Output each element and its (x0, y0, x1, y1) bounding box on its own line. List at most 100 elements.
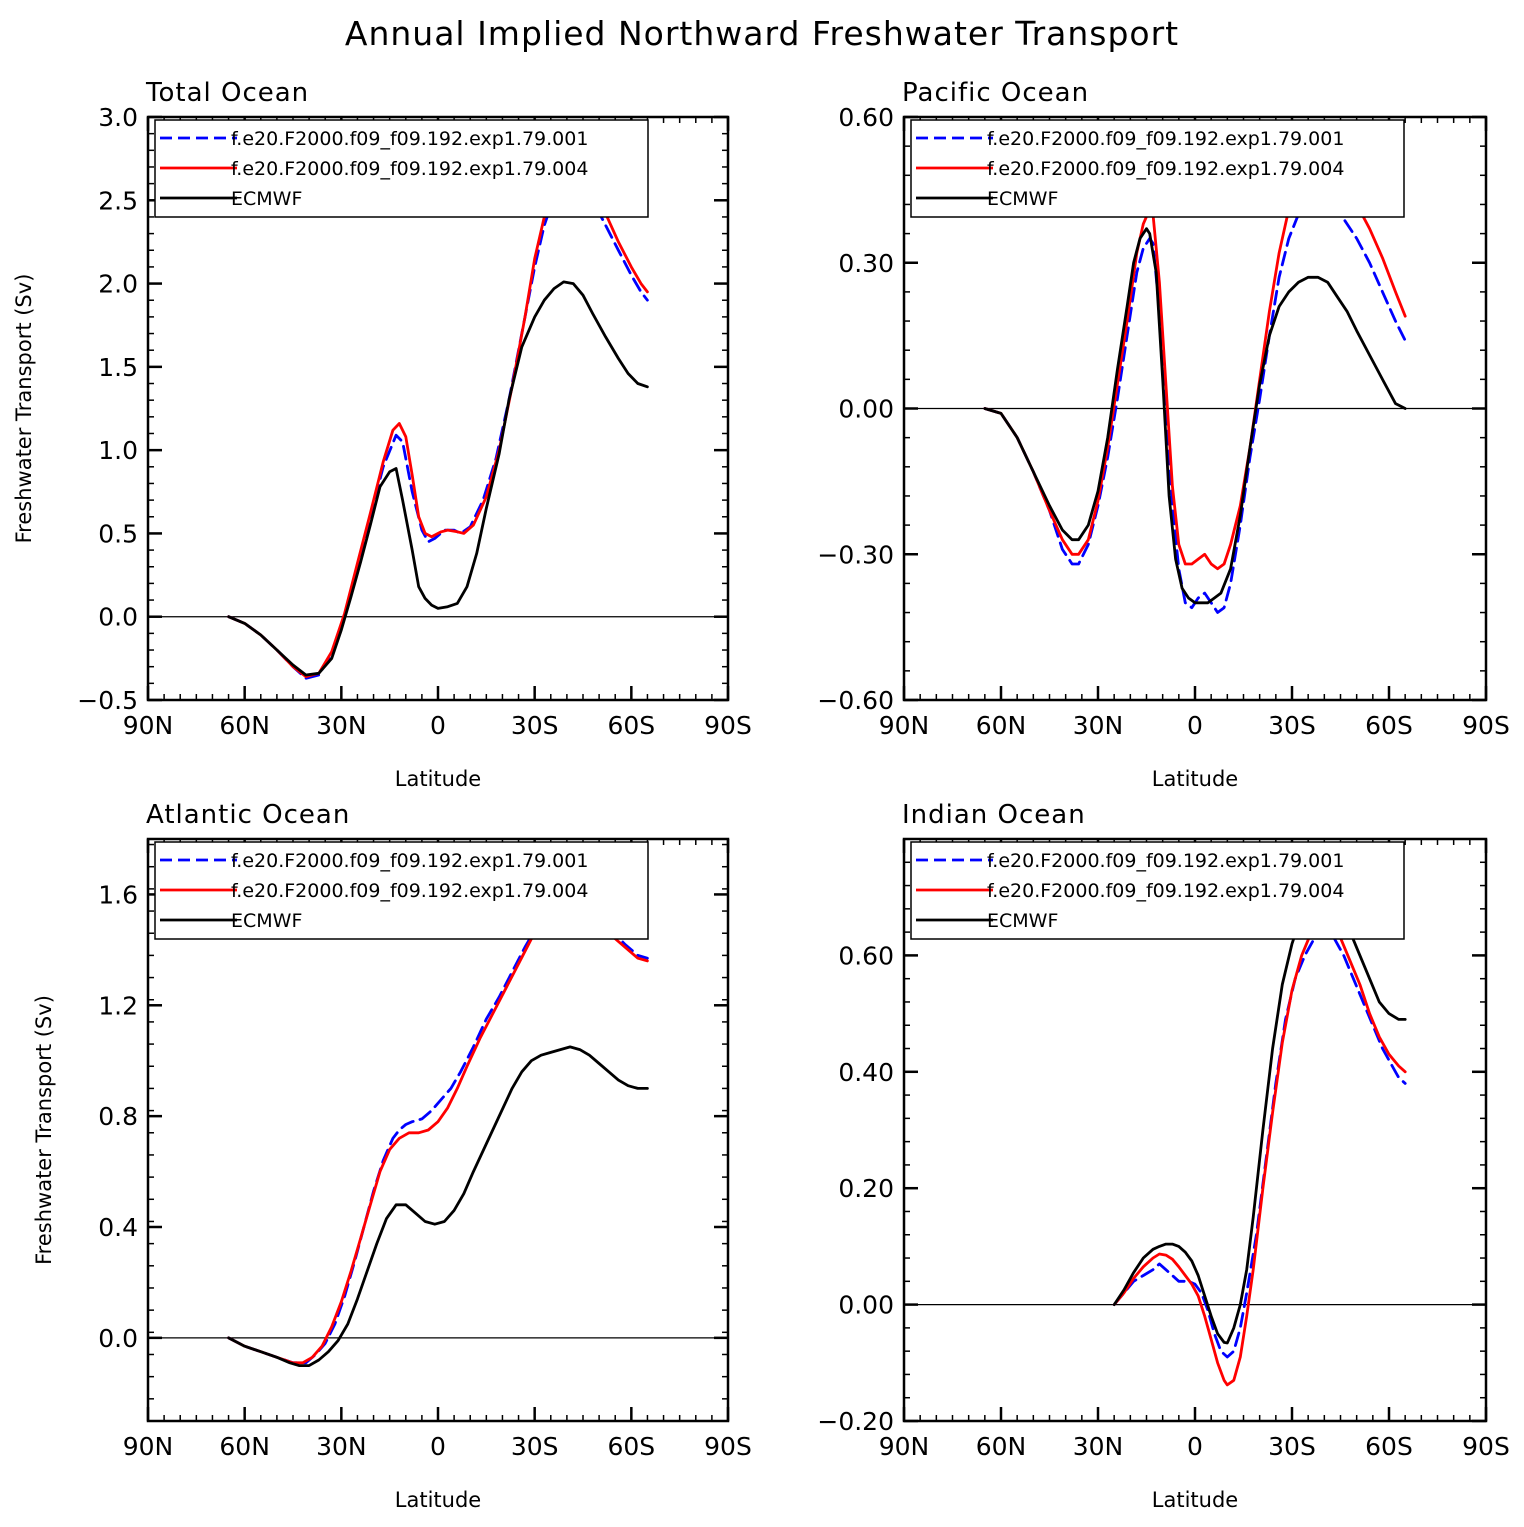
indian-ocean-y-tick-label: 0.20 (838, 1174, 894, 1203)
atlantic-ocean-legend-label: ECMWF (231, 910, 302, 932)
pacific-ocean-x-tick-label: 30S (1268, 711, 1316, 740)
atlantic-ocean-series-ecmwf-line (227, 1045, 649, 1367)
total-ocean-legend-label: ECMWF (231, 188, 302, 210)
indian-ocean-x-tick-label: 60N (976, 1432, 1027, 1461)
pacific-ocean-x-tick-label: 90N (879, 711, 930, 740)
indian-ocean-legend-box (910, 841, 1405, 940)
total-ocean-panel-title: Total Ocean (145, 78, 309, 108)
indian-ocean-x-tick-label: 0 (1187, 1432, 1203, 1461)
total-ocean-series-ecmwf-line (227, 280, 649, 677)
pacific-ocean-x-tick-label: 0 (1187, 711, 1203, 740)
total-ocean-legend-label: f.e20.F2000.f09_f09.192.exp1.79.004 (231, 158, 588, 180)
panel-total-ocean: 90N 60N 30N 0 30S 60S 90S −0.5 0.0 0.5 1.0 1.5 2.0 2.… (12, 78, 752, 791)
indian-ocean-legend: f.e20.F2000.f09_f09.192.exp1.79.001 f.e20… (910, 841, 1405, 940)
pacific-ocean-x-tick-label: 90S (1462, 711, 1510, 740)
pacific-ocean-legend-box (910, 119, 1405, 218)
atlantic-ocean-x-tick-label: 0 (430, 1432, 446, 1461)
indian-ocean-panel-title: Indian Ocean (902, 800, 1086, 830)
pacific-ocean-x-tick-label: 60N (976, 711, 1027, 740)
total-ocean-series-f-e20-f2000-f09-f09-192-exp1-79-004-line (227, 158, 649, 679)
total-ocean-x-tick-label: 30S (511, 711, 559, 740)
indian-ocean-x-tick-label: 60S (1365, 1432, 1413, 1461)
pacific-ocean-legend: f.e20.F2000.f09_f09.192.exp1.79.001 f.e20… (910, 119, 1405, 218)
pacific-ocean-y-tick-label: −0.60 (817, 686, 894, 715)
total-ocean-legend-label: f.e20.F2000.f09_f09.192.exp1.79.001 (231, 128, 588, 150)
total-ocean-y-tick-label: 3.0 (98, 103, 138, 132)
pacific-ocean-legend-label: ECMWF (987, 188, 1058, 210)
indian-ocean-series-f-e20-f2000-f09-f09-192-exp1-79-001-line (1112, 930, 1407, 1359)
total-ocean-x-tick-label: 60S (607, 711, 655, 740)
atlantic-ocean-legend-label: f.e20.F2000.f09_f09.192.exp1.79.004 (231, 880, 588, 902)
atlantic-ocean-x-tick-label: 90S (704, 1432, 752, 1461)
pacific-ocean-y-tick-label: −0.30 (817, 540, 894, 569)
pacific-ocean-panel-title: Pacific Ocean (902, 78, 1089, 108)
total-ocean-y-tick-label: 0.0 (98, 603, 138, 632)
atlantic-ocean-y-tick-label: 0.0 (98, 1324, 138, 1353)
pacific-ocean-legend-label: f.e20.F2000.f09_f09.192.exp1.79.004 (987, 158, 1344, 180)
total-ocean-legend: f.e20.F2000.f09_f09.192.exp1.79.001 f.e20… (154, 119, 649, 218)
total-ocean-y-axis-label: Freshwater Transport (Sv) (12, 274, 36, 544)
atlantic-ocean-y-tick-label: 1.6 (98, 880, 138, 909)
pacific-ocean-series-f-e20-f2000-f09-f09-192-exp1-79-004-line (983, 164, 1407, 571)
atlantic-ocean-y-axis-label: Freshwater Transport (Sv) (32, 995, 56, 1265)
pacific-ocean-y-tick-label: 0.30 (838, 249, 894, 278)
atlantic-ocean-y-tick-label: 0.8 (98, 1102, 138, 1131)
total-ocean-y-tick-label: 1.0 (98, 436, 138, 465)
indian-ocean-x-tick-label: 90N (879, 1432, 930, 1461)
indian-ocean-x-tick-label: 90S (1462, 1432, 1510, 1461)
panel-pacific-ocean: 90N 60N 30N 0 30S 60S 90S −0.60 −0.30 0.00 0.30 0.6… (817, 78, 1509, 791)
total-ocean-y-tick-label: −0.5 (77, 686, 138, 715)
atlantic-ocean-x-axis-label: Latitude (395, 1488, 481, 1512)
pacific-ocean-y-tick-label: 0.00 (838, 395, 894, 424)
indian-ocean-legend-label: f.e20.F2000.f09_f09.192.exp1.79.004 (987, 880, 1344, 902)
pacific-ocean-x-axis-label: Latitude (1152, 767, 1238, 791)
indian-ocean-y-tick-label: 0.00 (838, 1291, 894, 1320)
total-ocean-series-f-e20-f2000-f09-f09-192-exp1-79-001-line (227, 173, 649, 680)
total-ocean-x-tick-label: 60N (219, 711, 270, 740)
total-ocean-x-tick-label: 90N (123, 711, 174, 740)
atlantic-ocean-y-tick-label: 1.2 (98, 991, 138, 1020)
total-ocean-y-tick-label: 1.5 (98, 353, 138, 382)
panel-indian-ocean: 90N 60N 30N 0 30S 60S 90S −0.20 0.00 0.20 0.40 0.60… (817, 800, 1509, 1512)
total-ocean-x-tick-label: 90S (704, 711, 752, 740)
indian-ocean-series-f-e20-f2000-f09-f09-192-exp1-79-004-line (1112, 919, 1407, 1387)
indian-ocean-x-axis-label: Latitude (1152, 1488, 1238, 1512)
pacific-ocean-x-tick-label: 30N (1073, 711, 1124, 740)
indian-ocean-y-tick-label: 0.60 (838, 941, 894, 970)
indian-ocean-legend-label: f.e20.F2000.f09_f09.192.exp1.79.001 (987, 850, 1344, 872)
indian-ocean-series-ecmwf-line (1112, 895, 1407, 1345)
atlantic-ocean-panel-title: Atlantic Ocean (146, 800, 350, 830)
pacific-ocean-legend-label: f.e20.F2000.f09_f09.192.exp1.79.001 (987, 128, 1344, 150)
total-ocean-x-tick-label: 0 (430, 711, 446, 740)
pacific-ocean-y-tick-label: 0.60 (838, 103, 894, 132)
pacific-ocean-series-ecmwf-line (983, 227, 1407, 605)
total-ocean-y-tick-label: 2.5 (98, 186, 138, 215)
figure-title: Annual Implied Northward Freshwater Tran… (345, 14, 1179, 53)
atlantic-ocean-x-tick-label: 60S (607, 1432, 655, 1461)
panels: 90N 60N 30N 0 30S 60S 90S −0.5 0.0 0.5 1.0 1.5 2.0 2.… (12, 78, 1510, 1512)
atlantic-ocean-x-tick-label: 60N (219, 1432, 270, 1461)
total-ocean-y-tick-label: 0.5 (98, 519, 138, 548)
atlantic-ocean-legend-box (154, 841, 649, 940)
indian-ocean-x-tick-label: 30N (1073, 1432, 1124, 1461)
atlantic-ocean-y-tick-label: 0.4 (98, 1213, 138, 1242)
total-ocean-y-tick-label: 2.0 (98, 270, 138, 299)
atlantic-ocean-series-f-e20-f2000-f09-f09-192-exp1-79-001-line (227, 898, 649, 1365)
total-ocean-x-tick-label: 30N (316, 711, 367, 740)
atlantic-ocean-legend-label: f.e20.F2000.f09_f09.192.exp1.79.001 (231, 850, 588, 872)
indian-ocean-legend-label: ECMWF (987, 910, 1058, 932)
atlantic-ocean-x-tick-label: 30S (511, 1432, 559, 1461)
atlantic-ocean-legend: f.e20.F2000.f09_f09.192.exp1.79.001 f.e20… (154, 841, 649, 940)
indian-ocean-x-tick-label: 30S (1268, 1432, 1316, 1461)
indian-ocean-y-tick-label: 0.40 (838, 1058, 894, 1087)
panel-atlantic-ocean: 90N 60N 30N 0 30S 60S 90S 0.0 0.4 0.8 1.2 1.6 Atlant… (32, 800, 752, 1512)
pacific-ocean-x-tick-label: 60S (1365, 711, 1413, 740)
total-ocean-x-axis-label: Latitude (395, 767, 481, 791)
atlantic-ocean-series-f-e20-f2000-f09-f09-192-exp1-79-004-line (227, 898, 649, 1365)
atlantic-ocean-x-tick-label: 90N (123, 1432, 174, 1461)
atlantic-ocean-x-tick-label: 30N (316, 1432, 367, 1461)
indian-ocean-y-tick-label: −0.20 (817, 1407, 894, 1436)
pacific-ocean-series-f-e20-f2000-f09-f09-192-exp1-79-001-line (983, 193, 1407, 614)
total-ocean-legend-box (154, 119, 649, 218)
